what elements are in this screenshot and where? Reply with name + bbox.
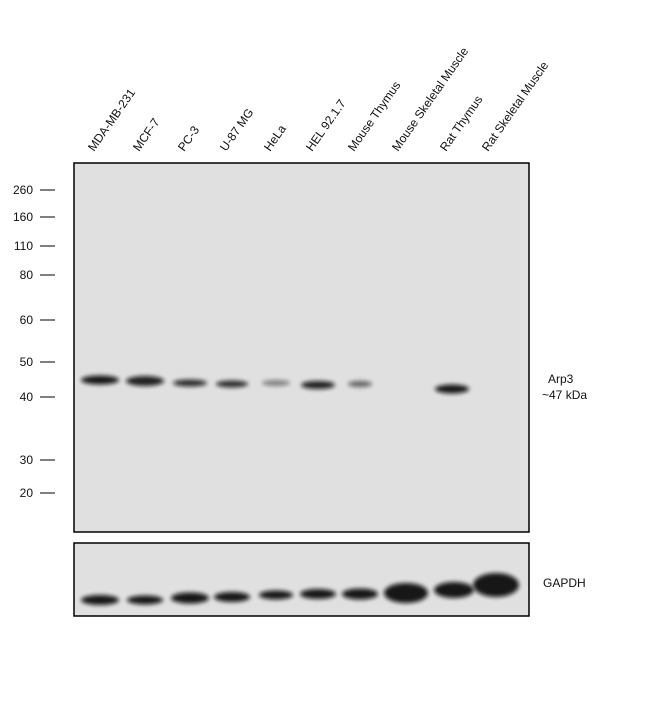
band <box>214 592 250 602</box>
lane-label: HEL 92.1.7 <box>303 97 349 154</box>
band <box>81 375 119 385</box>
lane-label: MCF-7 <box>130 115 163 153</box>
marker-label: 30 <box>20 453 34 467</box>
lane-label: Rat Skeletal Muscle <box>479 59 551 154</box>
band <box>81 595 119 605</box>
marker-label: 60 <box>20 313 34 327</box>
band <box>171 592 209 604</box>
band <box>348 381 372 387</box>
size-label: ~47 kDa <box>542 388 587 402</box>
lane-label: U-87 MG <box>217 106 256 154</box>
main-blot <box>73 162 530 533</box>
marker-label: 160 <box>13 210 33 224</box>
lane-label: HeLa <box>261 122 289 154</box>
band <box>173 379 207 387</box>
band <box>342 588 378 600</box>
band <box>435 384 469 394</box>
marker-label: 50 <box>20 355 34 369</box>
marker-label: 260 <box>13 183 33 197</box>
marker-label: 80 <box>20 268 34 282</box>
band <box>301 381 335 389</box>
band <box>384 583 428 603</box>
lane-label: Rat Thymus <box>437 93 485 154</box>
band <box>262 380 290 386</box>
target-label: Arp3 <box>548 372 574 386</box>
band <box>434 582 474 598</box>
marker-label: 40 <box>20 390 34 404</box>
band <box>300 589 336 599</box>
bands <box>81 375 519 605</box>
band <box>127 595 163 605</box>
band <box>216 380 248 388</box>
lane-label: PC-3 <box>175 123 202 154</box>
marker-label: 110 <box>14 239 33 253</box>
gapdh-blot <box>73 542 530 617</box>
band <box>259 590 293 600</box>
marker-label: 20 <box>20 486 34 500</box>
band <box>473 573 519 597</box>
loading-control-label: GAPDH <box>543 576 586 590</box>
band <box>126 376 164 386</box>
